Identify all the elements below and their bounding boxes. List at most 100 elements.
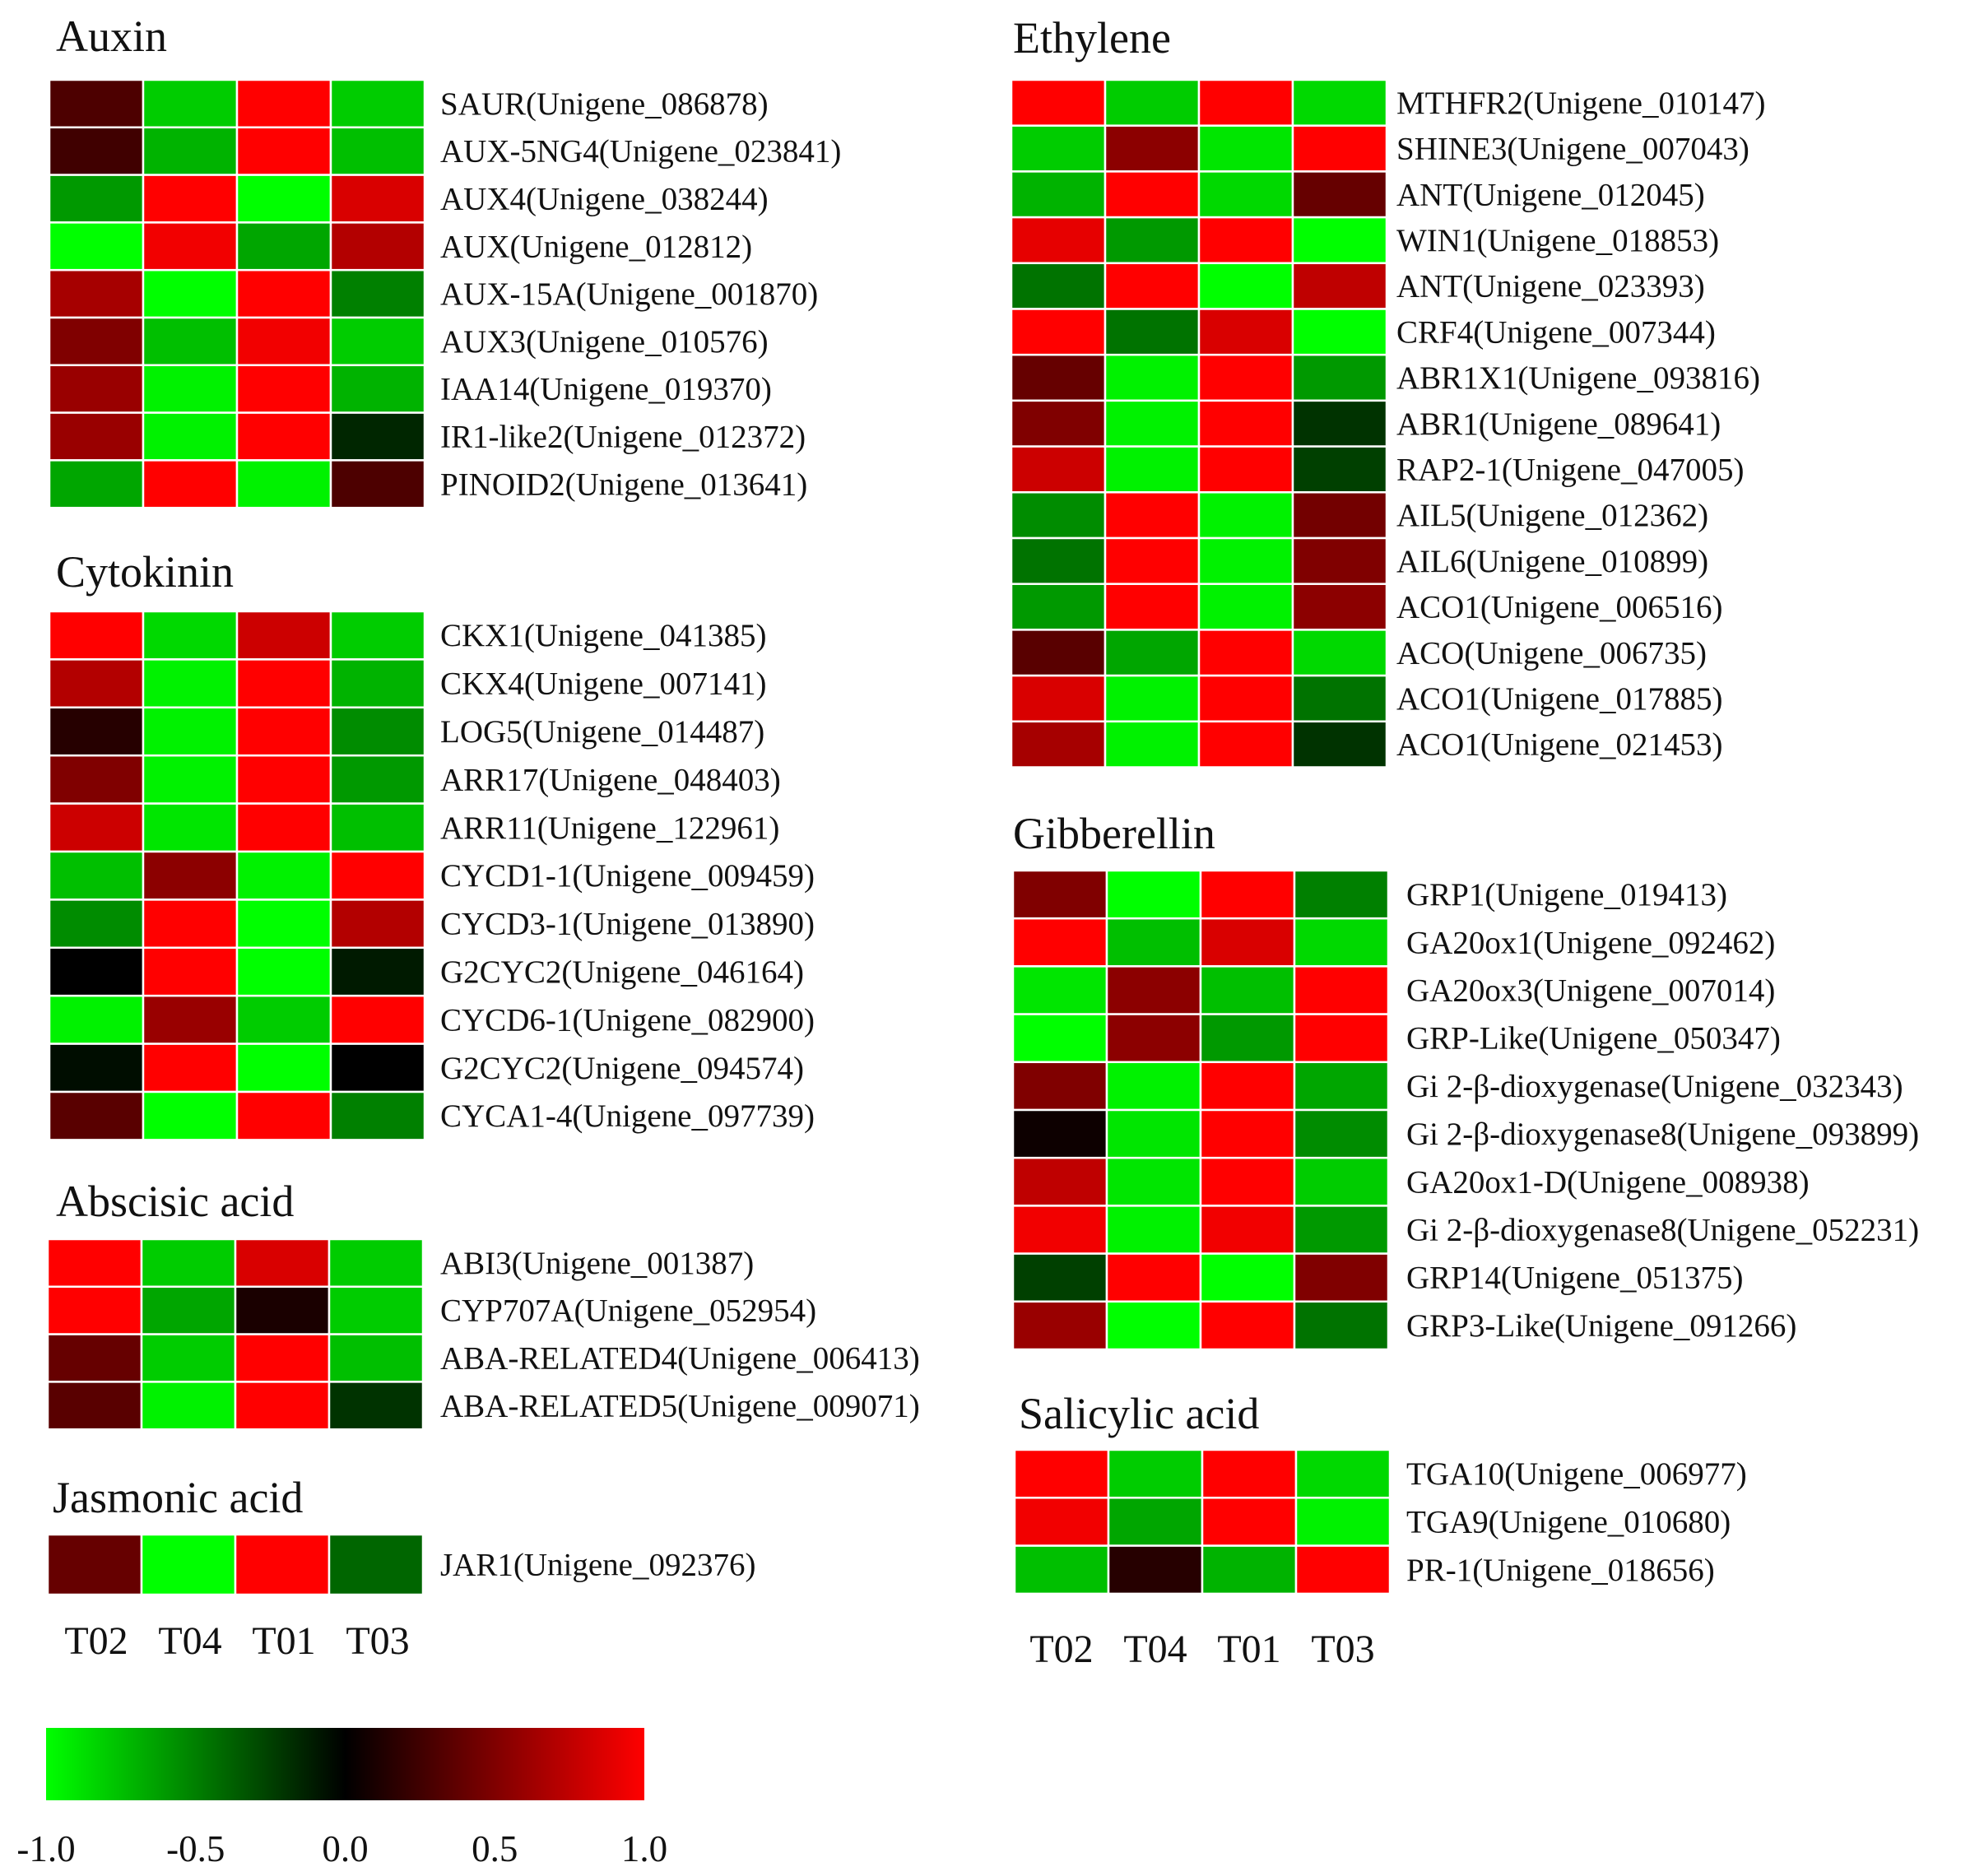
heatmap-cell xyxy=(1199,1300,1296,1351)
heatmap-cell xyxy=(46,1533,143,1596)
panel-gibberellin: Gibberellin GRP1(Unigene_019413) GA20ox1(U… xyxy=(1011,809,1919,1351)
gene-label: GRP3-Like(Unigene_091266) xyxy=(1406,1308,1796,1344)
heatmap-cell xyxy=(329,754,426,805)
heatmap-cell xyxy=(1010,216,1107,265)
heatmap-cell xyxy=(329,78,426,129)
heatmap-cell xyxy=(1197,491,1294,540)
heatmap-cell xyxy=(235,316,332,367)
heatmap-cell xyxy=(1010,491,1107,540)
colorbar: -1.0 -0.5 0.0 0.5 1.0 xyxy=(16,1728,667,1869)
heatmap-cell xyxy=(235,78,332,129)
heatmap-cell xyxy=(142,78,239,129)
heatmap-cell xyxy=(1010,124,1107,173)
heatmap-cell xyxy=(140,1533,237,1596)
heatmap-cell xyxy=(329,221,426,272)
heatmap-cell xyxy=(1199,1205,1296,1255)
heatmap-cell xyxy=(1013,1448,1110,1499)
gene-label: AUX3(Unigene_010576) xyxy=(440,324,769,360)
heatmap-cell xyxy=(329,364,426,414)
heatmap-cell xyxy=(235,802,332,853)
heatmap-cell xyxy=(1293,965,1390,1015)
heatmap-cell xyxy=(1197,583,1294,631)
gene-label: ABA-RELATED5(Unigene_009071) xyxy=(440,1388,920,1423)
heatmap-cell xyxy=(1104,491,1201,540)
heatmap-cell xyxy=(48,78,145,129)
panel-title: Salicylic acid xyxy=(1019,1389,1259,1438)
gene-label: CYP707A(Unigene_052954) xyxy=(440,1293,816,1329)
heatmap-cell xyxy=(1291,262,1388,310)
colorbar-gradient xyxy=(46,1728,644,1800)
colorbar-tick-label: 1.0 xyxy=(621,1828,667,1869)
heatmap-cell xyxy=(1197,674,1294,723)
heatmap-cell xyxy=(328,1285,425,1335)
column-label: T03 xyxy=(1311,1628,1374,1671)
gene-label: ACO1(Unigene_017885) xyxy=(1396,681,1722,717)
heatmap-cell xyxy=(46,1238,143,1289)
heatmap-cell xyxy=(142,1090,239,1141)
heatmap-cell xyxy=(48,850,145,901)
heatmap-cell xyxy=(1105,1156,1202,1207)
heatmap-cell xyxy=(1104,216,1201,265)
column-label: T02 xyxy=(64,1619,128,1663)
heatmap-cell xyxy=(1010,536,1107,585)
heatmap-cell xyxy=(1199,1013,1296,1064)
colorbar-tick-label: -0.5 xyxy=(166,1828,225,1869)
heatmap-cell xyxy=(235,1090,332,1141)
gene-label: CKX1(Unigene_041385) xyxy=(440,618,766,653)
gene-label: ABA-RELATED4(Unigene_006413) xyxy=(440,1341,920,1377)
heatmap-cell xyxy=(1199,917,1296,968)
heatmap-cell xyxy=(1197,399,1294,448)
gene-label: IR1-like2(Unigene_012372) xyxy=(440,420,806,455)
gene-label: GA20ox1-D(Unigene_008938) xyxy=(1406,1164,1810,1200)
heatmap-cell xyxy=(1104,124,1201,173)
gene-label: Gi 2-β-dioxygenase8(Unigene_093899) xyxy=(1406,1117,1919,1152)
heatmap-cell xyxy=(1011,917,1108,968)
heatmap-cell xyxy=(234,1238,331,1289)
heatmap-cell xyxy=(1105,869,1202,920)
heatmap-cell xyxy=(1105,965,1202,1015)
heatmap-cell xyxy=(1105,917,1202,968)
heatmap-cell xyxy=(48,994,145,1045)
gene-label: AUX-5NG4(Unigene_023841) xyxy=(440,134,841,169)
gene-label: ABR1X1(Unigene_093816) xyxy=(1396,360,1760,396)
heatmap-cell xyxy=(1010,170,1107,219)
heatmap-cell xyxy=(1010,583,1107,631)
heatmap-cell xyxy=(1291,445,1388,494)
column-label: T01 xyxy=(252,1619,315,1663)
gene-label: GRP1(Unigene_019413) xyxy=(1406,877,1727,912)
panel-title: Auxin xyxy=(56,12,167,61)
heatmap-cell xyxy=(48,946,145,997)
heatmap-cell xyxy=(235,754,332,805)
heatmap-cell xyxy=(46,1333,143,1383)
gene-label: RAP2-1(Unigene_047005) xyxy=(1396,452,1744,487)
heatmap-cell xyxy=(1104,536,1201,585)
gene-label: AIL6(Unigene_010899) xyxy=(1396,544,1708,579)
heatmap-cell xyxy=(142,459,239,509)
heatmap-cell xyxy=(1291,583,1388,631)
heatmap-cell xyxy=(48,899,145,950)
heatmap-cell xyxy=(1293,1061,1390,1112)
heatmap-cell xyxy=(329,1042,426,1094)
gene-label: G2CYC2(Unigene_094574) xyxy=(440,1051,804,1086)
panel-title: Abscisic acid xyxy=(56,1177,294,1226)
heatmap-cell xyxy=(142,658,239,709)
gene-label: ABR1(Unigene_089641) xyxy=(1396,406,1721,442)
heatmap-cell xyxy=(48,658,145,709)
heatmap-cell xyxy=(142,411,239,462)
heatmap-cell xyxy=(1105,1252,1202,1303)
heatmap-cell xyxy=(140,1238,237,1289)
heatmap-cell xyxy=(234,1533,331,1596)
gene-label: PR-1(Unigene_018656) xyxy=(1406,1553,1715,1588)
heatmap-cell xyxy=(1011,965,1108,1015)
heatmap-cell xyxy=(1291,629,1388,677)
heatmap-cell xyxy=(235,610,332,661)
panel-title: Jasmonic acid xyxy=(53,1473,303,1522)
heatmap-cell xyxy=(1197,536,1294,585)
heatmap-cell xyxy=(140,1285,237,1335)
heatmap-cell xyxy=(48,802,145,853)
heatmap-cell xyxy=(329,658,426,709)
gene-label: CYCD1-1(Unigene_009459) xyxy=(440,858,815,894)
heatmap-cell xyxy=(1294,1448,1392,1499)
heatmap-cell xyxy=(329,850,426,901)
heatmap-cell xyxy=(235,1042,332,1094)
